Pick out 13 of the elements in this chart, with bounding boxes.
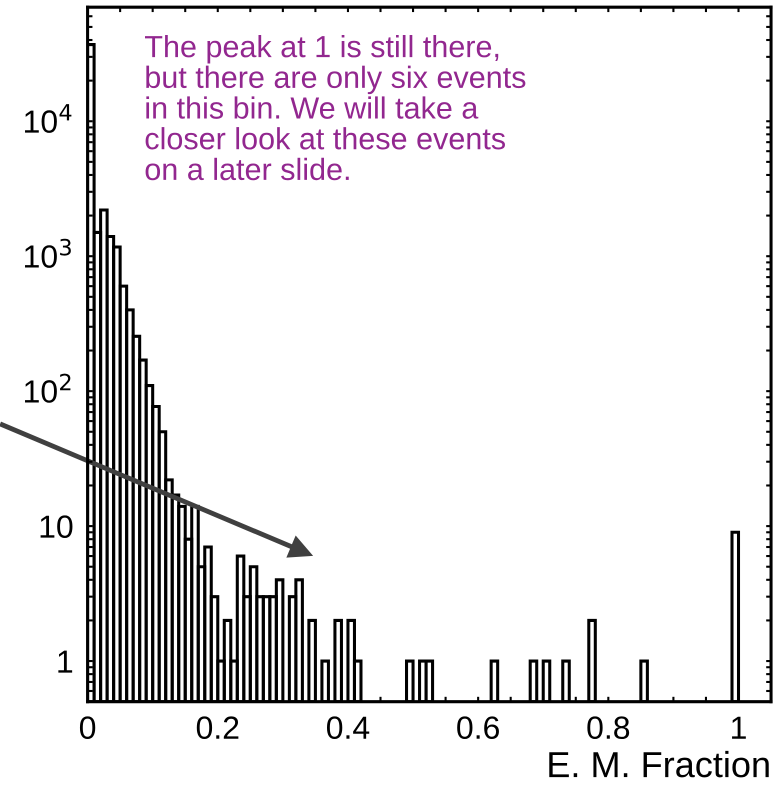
- y-tick-label: 10$^{3}$: [25, 238, 71, 268]
- y-tick-label: 10: [40, 515, 72, 538]
- x-tick-label: 0.6: [457, 716, 499, 740]
- annotation: The peak at 1 is still there, but there are only six events in this bin. We will take a closer look at these events on a later slide.: [145, 34, 526, 180]
- y-tick-label: 1: [58, 650, 72, 673]
- x-axis-title: E. M. Fraction: [549, 750, 769, 778]
- x-tick-label: 0.2: [196, 716, 238, 740]
- x-tick-label: 0.8: [587, 716, 630, 740]
- y-tick-label: 10$^{4}$: [25, 104, 72, 133]
- x-tick-label: 1: [732, 716, 746, 739]
- x-tick-label: 0: [80, 716, 96, 740]
- y-tick-label: 10$^{2}$: [25, 374, 70, 403]
- x-tick-label: 0.4: [327, 716, 370, 740]
